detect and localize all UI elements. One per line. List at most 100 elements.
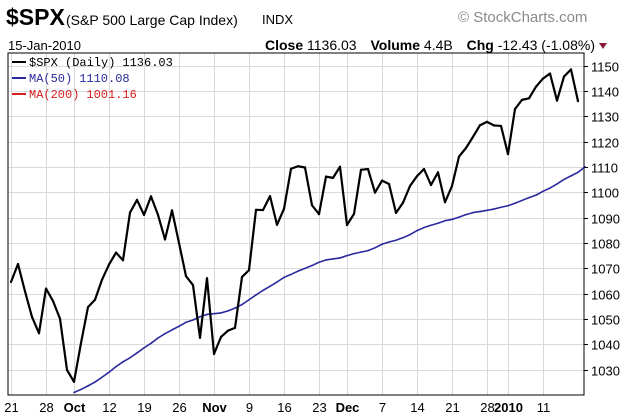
price-segment [121,211,132,262]
chg-label: Chg [466,37,494,53]
price-segment [289,165,300,170]
ma50-segment [227,307,236,312]
ma50-segment [556,178,565,185]
quote-date: 15-Jan-2010 [8,38,81,53]
y-tick-label: 1100 [591,186,619,201]
brand-watermark: © StockCharts.com [458,9,588,26]
ma50-segment [381,241,390,246]
price-segment [359,167,370,171]
ma50-segment [87,381,96,387]
ma50-segment [367,247,376,252]
ma50-segment [115,361,124,368]
price-segment [331,165,342,179]
price-segment [93,278,104,301]
legend-series-value: 1136.03 [122,56,172,70]
y-tick-label: 1070 [591,262,620,277]
y-tick-label: 1040 [591,338,620,353]
legend-series-value: 1001.16 [86,88,136,102]
x-tick-label: 28 [480,400,494,415]
price-segment [555,75,566,102]
x-tick-label: 19 [137,400,151,415]
legend-series-value: 1110.08 [79,72,129,86]
volume-label: Volume [370,37,421,53]
grid [8,53,584,395]
price-segment [58,317,69,372]
price-segment [471,124,482,138]
price-segment [436,171,447,204]
ma50-segment [262,285,271,292]
ma50-segment [80,385,89,391]
ma50-segment [388,239,397,243]
price-segment [275,207,286,226]
x-tick-label: 9 [246,400,253,415]
price-segment [408,175,419,188]
price-segment [16,262,27,293]
ma50-segment [528,194,537,199]
ma50-segment [332,257,341,260]
ma50-segment [283,273,292,279]
price-segment [219,329,230,339]
ma50-segment [129,352,138,359]
ma50-segment [374,243,383,249]
ma50-segment [542,187,551,193]
ma50-series [73,165,586,394]
price-segment [9,262,20,284]
price-segment [100,263,111,281]
price-segment [401,184,412,204]
price-segment [562,68,573,78]
x-tick-label: 7 [379,400,386,415]
ma50-segment [150,337,159,345]
ma50-segment [514,199,523,205]
price-segment [506,107,517,156]
price-segment [23,290,34,319]
close-value: 1136.03 [307,37,357,53]
legend-series-name: MA(50) [29,72,72,86]
ma50-segment [416,226,425,232]
ma50-segment [339,254,348,259]
ma50-segment [213,312,222,315]
price-segment [128,198,139,214]
price-segment [387,182,398,214]
ma50-segment [451,216,460,221]
ma50-segment [171,325,180,331]
ma50-segment [402,233,411,239]
chg-value: -12.43 (-1.08%) [497,37,595,53]
x-tick-label: 11 [537,400,551,415]
ma50-segment [241,298,250,306]
price-segment [548,72,559,102]
ma50-segment [185,319,194,324]
price-segment [527,85,538,100]
x-tick-label: 26 [172,400,186,415]
ma50-segment [444,218,453,222]
ma50-segment [178,321,187,328]
price-segment [170,209,181,245]
ma50-segment [122,356,131,363]
ma50-segment [220,310,229,314]
price-segment [429,171,440,187]
legend-series-name: MA(200) [29,88,79,102]
price-segment [233,275,244,329]
ma50-segment [269,281,278,288]
ma50-segment [577,165,586,174]
price-segment [191,283,202,339]
y-tick-label: 1150 [591,60,619,75]
y-tick-label: 1080 [591,237,620,252]
price-segment [247,208,258,272]
ma50-segment [108,365,117,374]
ma50-segment [521,196,530,202]
price-segment [338,165,349,227]
x-tick-label: 16 [277,400,291,415]
ma50-segment [290,270,299,276]
ma50-segment [423,224,432,229]
y-tick-label: 1060 [591,288,620,303]
price-segment [30,315,41,335]
y-tick-label: 1030 [591,364,620,379]
price-segment [282,167,293,210]
ma50-segment [395,236,404,242]
down-arrow-icon [599,43,607,49]
ma50-segment [94,376,103,383]
ma50-segment [549,183,558,189]
legend-series-name: $SPX (Daily) [29,56,115,70]
ma50-segment [563,175,572,181]
